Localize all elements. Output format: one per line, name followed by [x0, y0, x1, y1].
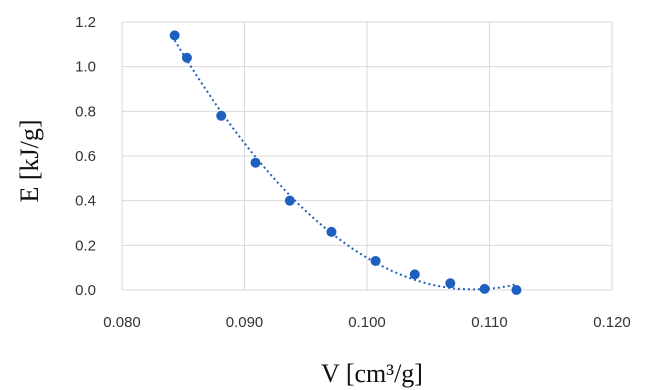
data-point	[370, 255, 381, 266]
horizontal-gridlines	[122, 21, 612, 291]
y-tick-label: 0.2	[75, 237, 96, 254]
data-points	[169, 30, 522, 295]
y-tick-label: 0.6	[75, 148, 96, 165]
data-point	[284, 195, 295, 206]
trendline	[173, 39, 517, 291]
data-point	[445, 278, 456, 289]
data-point	[409, 269, 420, 280]
data-point	[511, 285, 522, 295]
x-tick-label: 0.120	[593, 314, 631, 331]
data-point	[479, 283, 490, 294]
y-tick-labels: 0.0 0.2 0.4 0.6 0.8 1.0 1.2	[75, 14, 96, 299]
x-tick-label: 0.100	[348, 314, 386, 331]
y-tick-label: 0.0	[75, 282, 96, 299]
x-tick-label: 0.080	[103, 314, 141, 331]
y-axis-title: E [kJ/g]	[15, 119, 44, 202]
y-tick-label: 1.2	[75, 14, 96, 31]
data-point	[169, 30, 180, 41]
data-point	[250, 157, 261, 168]
y-tick-label: 1.0	[75, 59, 96, 76]
data-point	[181, 52, 192, 63]
x-axis-title: V [cm³/g]	[321, 359, 423, 388]
y-tick-label: 0.8	[75, 103, 96, 120]
data-point	[216, 110, 227, 121]
x-tick-labels: 0.080 0.090 0.100 0.110 0.120	[103, 314, 631, 331]
data-point	[326, 226, 337, 237]
x-tick-label: 0.090	[226, 314, 264, 331]
y-tick-label: 0.4	[75, 193, 96, 210]
x-tick-label: 0.110	[471, 314, 507, 331]
